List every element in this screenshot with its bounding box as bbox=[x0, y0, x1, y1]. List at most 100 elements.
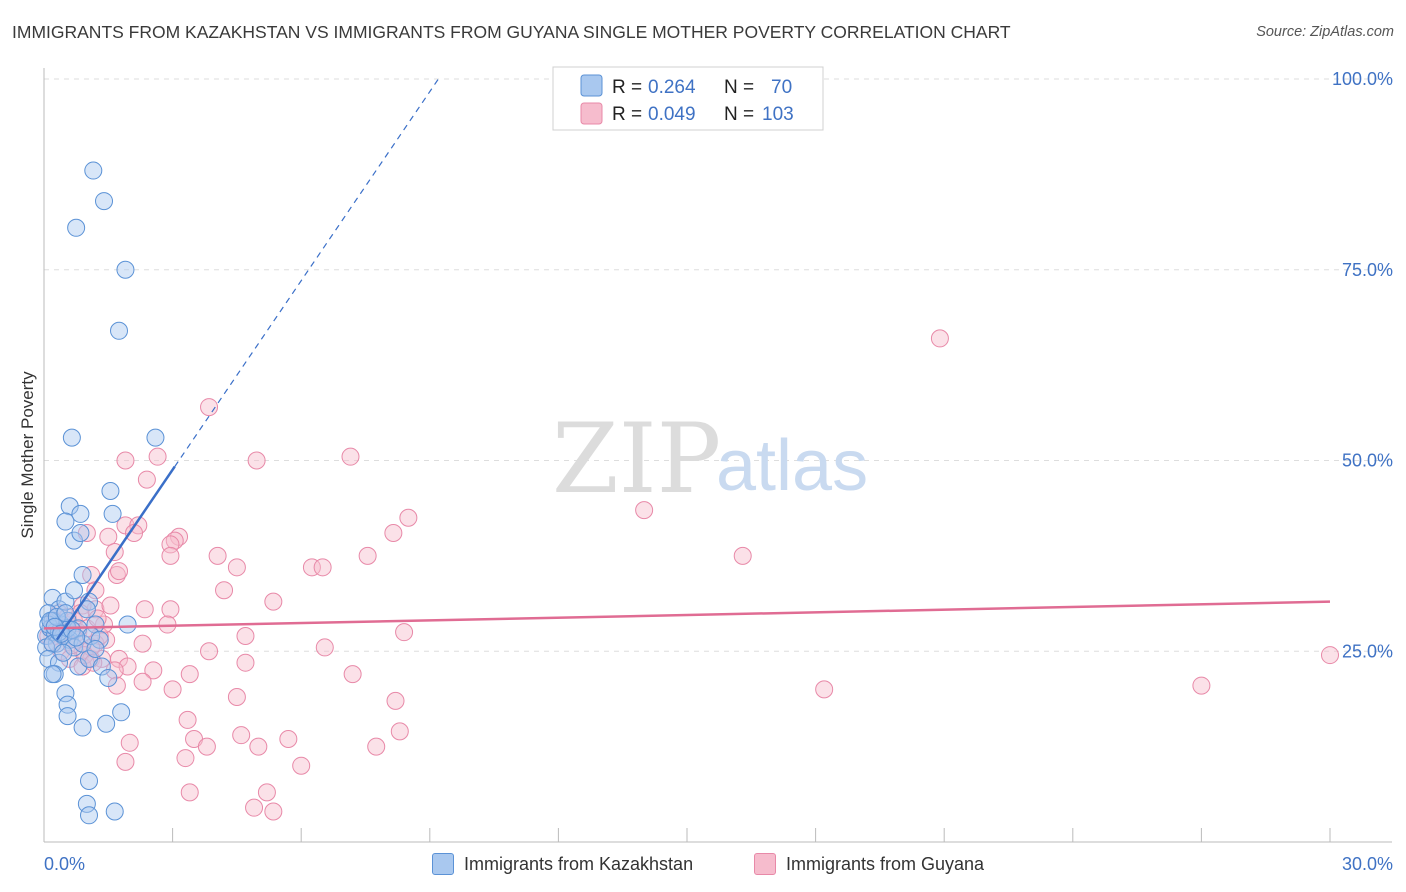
kazakhstan-point-2 bbox=[67, 218, 86, 237]
guyana-point-3 bbox=[341, 447, 360, 466]
guyana-point-8 bbox=[399, 508, 418, 527]
guyana-point-59 bbox=[227, 688, 246, 707]
guyana-point-54 bbox=[133, 672, 152, 691]
guyana-point-33 bbox=[161, 600, 180, 619]
guyana-trend-line bbox=[43, 600, 1331, 630]
legend-item-guyana[interactable]: Immigrants from Guyana bbox=[754, 851, 984, 877]
kazakhstan-point-6 bbox=[146, 428, 165, 447]
guyana-point-29 bbox=[215, 581, 234, 600]
guyana-point-6 bbox=[635, 501, 654, 520]
guyana-point-52 bbox=[343, 665, 362, 684]
kazakhstan-point-64 bbox=[80, 806, 99, 825]
kazakhstan-point-58 bbox=[58, 707, 77, 726]
guyana-point-89 bbox=[73, 657, 92, 676]
kazakhstan-point-12 bbox=[65, 531, 84, 550]
guyana-point-28 bbox=[110, 562, 129, 581]
kazakhstan-point-59 bbox=[73, 718, 92, 737]
kazakhstan-point-50 bbox=[50, 653, 69, 672]
y-tick-label-25: 25.0% bbox=[1342, 641, 1393, 661]
y-axis-label: Single Mother Poverty bbox=[18, 371, 37, 539]
kazakhstan-point-61 bbox=[97, 714, 116, 733]
x-tick-label-max: 30.0% bbox=[1342, 854, 1393, 874]
guyana-point-12 bbox=[99, 527, 118, 546]
kazakhstan-point-7 bbox=[101, 482, 120, 501]
watermark: ZIP atlas bbox=[552, 403, 868, 515]
kazakhstan-point-3 bbox=[116, 260, 135, 279]
kazakhstan-point-60 bbox=[112, 703, 131, 722]
kazakhstan-point-37 bbox=[90, 630, 109, 649]
kazakhstan-point-8 bbox=[60, 497, 79, 516]
kazakhstan-trend-extension bbox=[174, 78, 439, 467]
kazakhstan-point-9 bbox=[71, 504, 90, 523]
guyana-point-21 bbox=[733, 546, 752, 565]
guyana-point-31 bbox=[264, 592, 283, 611]
series-kazakhstan-points bbox=[37, 161, 165, 825]
kazakhstan-point-66 bbox=[43, 665, 62, 684]
y-tick-labels: 25.0% 50.0% 75.0% 100.0% bbox=[1332, 69, 1393, 661]
kazakhstan-trend-line bbox=[55, 465, 176, 641]
kazakhstan-point-19 bbox=[65, 581, 84, 600]
guyana-point-60 bbox=[386, 691, 405, 710]
guyana-point-55 bbox=[163, 680, 182, 699]
kazakhstan-point-63 bbox=[77, 794, 96, 813]
watermark-atlas: atlas bbox=[716, 426, 868, 506]
kazakhstan-point-11 bbox=[56, 512, 75, 531]
legend-label-kazakhstan: Immigrants from Kazakhstan bbox=[464, 853, 694, 874]
guyana-point-73 bbox=[180, 783, 199, 802]
guyana-point-58 bbox=[1192, 676, 1211, 695]
kazakhstan-point-51 bbox=[69, 657, 88, 676]
kazakhstan-point-18 bbox=[73, 565, 92, 584]
guyana-point-4 bbox=[116, 451, 135, 470]
kazakhstan-point-53 bbox=[92, 657, 111, 676]
guyana-point-22 bbox=[358, 546, 377, 565]
kazakhstan-point-5 bbox=[62, 428, 81, 447]
guyana-point-7 bbox=[137, 470, 156, 489]
x-ticks bbox=[172, 828, 1331, 842]
kazakhstan-point-13 bbox=[71, 523, 90, 542]
stats-r-value-1: 0.264 bbox=[648, 77, 696, 98]
x-tick-label-min: 0.0% bbox=[44, 854, 85, 874]
guyana-point-0 bbox=[930, 329, 949, 348]
kazakhstan-point-56 bbox=[56, 684, 75, 703]
guyana-point-66 bbox=[197, 737, 216, 756]
guyana-point-68 bbox=[367, 737, 386, 756]
guyana-point-5 bbox=[148, 447, 167, 466]
gridlines bbox=[44, 78, 1392, 652]
guyana-point-61 bbox=[178, 710, 197, 729]
guyana-point-20 bbox=[208, 546, 227, 565]
guyana-point-1 bbox=[200, 398, 219, 417]
kazakhstan-point-55 bbox=[99, 668, 118, 687]
stats-legend-swatch-pink bbox=[580, 102, 603, 125]
y-tick-label-50: 50.0% bbox=[1342, 451, 1393, 471]
stats-n-value-2: 103 bbox=[762, 104, 794, 125]
guyana-point-70 bbox=[116, 752, 135, 771]
stats-n-label-2: N = bbox=[724, 104, 754, 125]
guyana-point-2 bbox=[247, 451, 266, 470]
guyana-point-19 bbox=[161, 546, 180, 565]
stats-n-value-1: 70 bbox=[771, 77, 792, 98]
watermark-zip: ZIP bbox=[552, 403, 721, 515]
stats-r-label-2: R = bbox=[612, 104, 642, 125]
guyana-point-57 bbox=[815, 680, 834, 699]
guyana-point-38 bbox=[395, 623, 414, 642]
guyana-point-71 bbox=[176, 749, 195, 768]
kazakhstan-point-65 bbox=[105, 802, 124, 821]
stats-n-label-1: N = bbox=[724, 77, 754, 98]
legend-item-kazakhstan[interactable]: Immigrants from Kazakhstan bbox=[432, 851, 693, 877]
axes bbox=[43, 68, 1392, 843]
guyana-point-25 bbox=[227, 558, 246, 577]
stats-r-label-1: R = bbox=[612, 77, 642, 98]
kazakhstan-point-67 bbox=[67, 628, 86, 647]
guyana-point-50 bbox=[144, 661, 163, 680]
guyana-point-43 bbox=[200, 642, 219, 661]
guyana-point-24 bbox=[313, 558, 332, 577]
kazakhstan-point-69 bbox=[54, 643, 73, 662]
guyana-point-75 bbox=[245, 798, 264, 817]
legend-swatch-blue bbox=[432, 853, 454, 875]
guyana-point-32 bbox=[135, 600, 154, 619]
chart-title: IMMIGRANTS FROM KAZAKHSTAN VS IMMIGRANTS… bbox=[12, 22, 1011, 42]
kazakhstan-point-4 bbox=[110, 321, 129, 340]
kazakhstan-point-68 bbox=[86, 639, 105, 658]
kazakhstan-point-10 bbox=[103, 504, 122, 523]
